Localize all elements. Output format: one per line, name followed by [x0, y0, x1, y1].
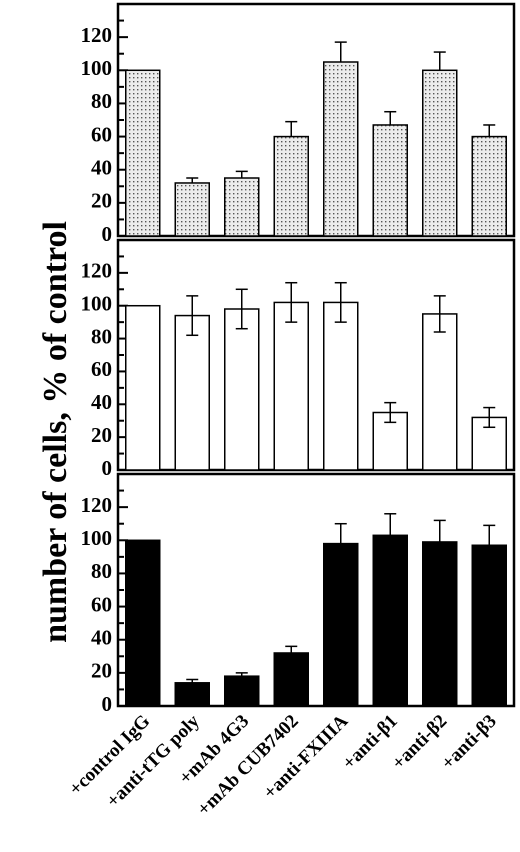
bar: [323, 61, 359, 237]
bar: [422, 313, 458, 471]
bar: [125, 304, 161, 471]
bar: [174, 314, 210, 471]
y-tick-label: 0: [102, 222, 113, 246]
error-bar: [235, 672, 248, 677]
error-bar: [384, 513, 397, 536]
y-axis-label: number of cells, % of control: [37, 221, 74, 643]
bar: [323, 301, 359, 471]
y-ticks: 0 20 40 60 80 100 120: [81, 239, 128, 480]
error-bar: [334, 522, 347, 544]
error-bar: [483, 124, 496, 137]
error-bar: [433, 295, 446, 333]
bar: [273, 301, 309, 471]
y-tick-label: 100: [81, 56, 113, 80]
bar: [273, 652, 309, 707]
bar: [125, 69, 161, 237]
y-tick-label: 80: [91, 89, 112, 113]
bar: [174, 182, 210, 237]
y-tick-label: 100: [81, 526, 113, 550]
bar: [125, 539, 161, 707]
y-tick-label: 60: [91, 357, 112, 381]
y-tick-label: 120: [81, 259, 113, 283]
panel-2: 0 20 40 60 80 100 120: [81, 238, 516, 480]
panel-1: 0 20 40 60 80 100 120: [81, 2, 516, 246]
error-bar: [186, 295, 199, 337]
bar: [224, 675, 260, 707]
y-tick-label: 120: [81, 493, 113, 517]
bar: [471, 544, 507, 707]
bar: [174, 682, 210, 707]
bar: [273, 135, 309, 237]
bar: [224, 177, 260, 237]
error-bar: [285, 645, 298, 653]
category-label: +anti-β3: [438, 711, 501, 774]
error-bar: [285, 120, 298, 137]
y-tick-label: 60: [91, 122, 112, 146]
y-ticks: 0 20 40 60 80 100 120: [81, 473, 128, 716]
error-bar: [483, 406, 496, 429]
error-bar: [433, 519, 446, 542]
y-tick-label: 80: [91, 559, 112, 583]
error-bar: [186, 177, 199, 183]
error-bar: [235, 288, 248, 330]
category-labels: +control IgG+anti-tTG poly+mAb 4G3+mAb C…: [65, 710, 501, 820]
y-tick-label: 40: [91, 156, 112, 180]
error-bar: [285, 281, 298, 323]
error-bar: [334, 281, 347, 323]
y-tick-label: 40: [91, 390, 112, 414]
y-tick-label: 0: [102, 692, 113, 716]
bar: [372, 534, 408, 707]
bar-panels: 0 20 40 60 80 100 120 0 20 40 60 80 100 120 0 20 40 60 80 1…: [81, 2, 516, 716]
panel-3: 0 20 40 60 80 100 120: [81, 472, 516, 716]
y-tick-label: 40: [91, 626, 112, 650]
y-tick-label: 80: [91, 324, 112, 348]
error-bar: [483, 524, 496, 546]
bar: [224, 308, 260, 471]
bar: [422, 69, 458, 237]
y-tick-label: 0: [102, 456, 113, 480]
error-bar: [433, 51, 446, 71]
y-ticks: 0 20 40 60 80 100 120: [81, 3, 128, 246]
error-bar: [334, 41, 347, 62]
y-tick-label: 20: [91, 189, 112, 213]
y-tick-label: 20: [91, 659, 112, 683]
error-bar: [235, 170, 248, 178]
error-bar: [186, 678, 199, 683]
error-bar: [384, 401, 397, 424]
bar: [422, 541, 458, 707]
y-tick-label: 100: [81, 292, 113, 316]
bar: [323, 542, 359, 707]
y-tick-label: 20: [91, 423, 112, 447]
y-tick-label: 120: [81, 23, 113, 47]
bar: [372, 124, 408, 237]
bar: [471, 135, 507, 237]
y-tick-label: 60: [91, 592, 112, 616]
error-bar: [384, 110, 397, 125]
